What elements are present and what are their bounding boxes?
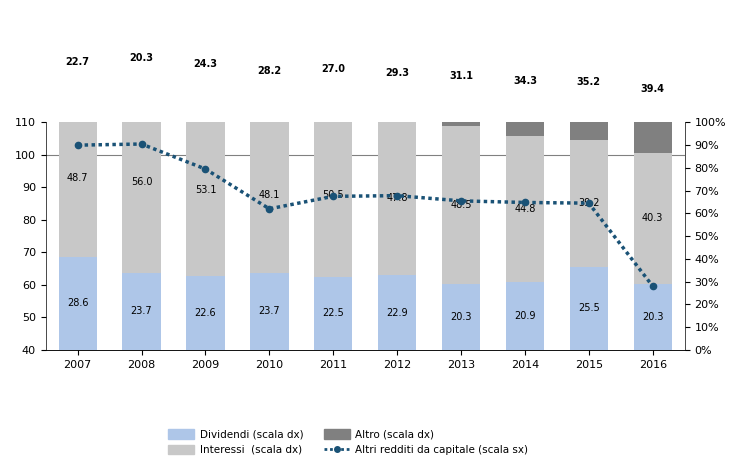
Bar — [634, 284, 672, 350]
Text: 28.2: 28.2 — [257, 66, 282, 76]
Legend: Dividendi (scala dx), Interessi  (scala dx), Altro (scala dx), Altri redditi da : Dividendi (scala dx), Interessi (scala d… — [164, 425, 533, 459]
Text: 22.5: 22.5 — [322, 308, 344, 318]
Text: 34.3: 34.3 — [513, 76, 537, 86]
Text: 53.1: 53.1 — [195, 185, 216, 195]
Bar — [506, 282, 544, 350]
Text: 47.8: 47.8 — [386, 193, 408, 203]
Bar — [378, 25, 416, 120]
Bar — [186, 276, 225, 350]
Bar — [378, 120, 416, 275]
Bar — [59, 98, 97, 257]
Text: 27.0: 27.0 — [322, 64, 345, 74]
Bar — [570, 140, 608, 267]
Text: 22.9: 22.9 — [386, 308, 408, 318]
Bar — [378, 275, 416, 350]
Bar — [506, 136, 544, 282]
Text: 20.3: 20.3 — [642, 312, 663, 322]
Text: 20.3: 20.3 — [451, 312, 472, 322]
Text: 22.6: 22.6 — [195, 308, 216, 318]
Text: 48.5: 48.5 — [451, 200, 472, 210]
Text: 22.7: 22.7 — [66, 57, 90, 67]
Text: 48.7: 48.7 — [67, 173, 88, 183]
Text: 50.5: 50.5 — [322, 189, 344, 200]
Text: 39.4: 39.4 — [641, 84, 665, 94]
Bar — [314, 113, 353, 277]
Text: 23.7: 23.7 — [259, 306, 280, 317]
Text: 28.6: 28.6 — [67, 298, 88, 309]
Bar — [250, 117, 288, 273]
Bar — [506, 25, 544, 136]
Bar — [250, 25, 288, 117]
Text: 29.3: 29.3 — [385, 68, 409, 77]
Bar — [442, 25, 480, 126]
Text: 40.3: 40.3 — [642, 213, 663, 223]
Bar — [122, 273, 161, 350]
Text: 39.2: 39.2 — [578, 198, 599, 208]
Bar — [59, 25, 97, 98]
Text: 31.1: 31.1 — [449, 71, 473, 81]
Text: 48.1: 48.1 — [259, 189, 280, 200]
Bar — [442, 126, 480, 284]
Text: 23.7: 23.7 — [130, 306, 153, 317]
Bar — [122, 91, 161, 273]
Bar — [570, 267, 608, 350]
Bar — [314, 277, 353, 350]
Text: 44.8: 44.8 — [514, 204, 536, 214]
Text: 20.9: 20.9 — [514, 311, 536, 321]
Bar — [442, 284, 480, 350]
Text: 20.3: 20.3 — [130, 53, 153, 63]
Text: 24.3: 24.3 — [193, 60, 217, 69]
Bar — [634, 153, 672, 284]
Bar — [250, 273, 288, 350]
Bar — [634, 25, 672, 153]
Bar — [122, 25, 161, 91]
Text: 35.2: 35.2 — [576, 77, 601, 87]
Bar — [186, 104, 225, 276]
Text: 56.0: 56.0 — [131, 177, 153, 187]
Bar — [570, 25, 608, 140]
Bar — [186, 25, 225, 104]
Text: 25.5: 25.5 — [578, 303, 599, 313]
Bar — [59, 257, 97, 350]
Bar — [314, 25, 353, 113]
